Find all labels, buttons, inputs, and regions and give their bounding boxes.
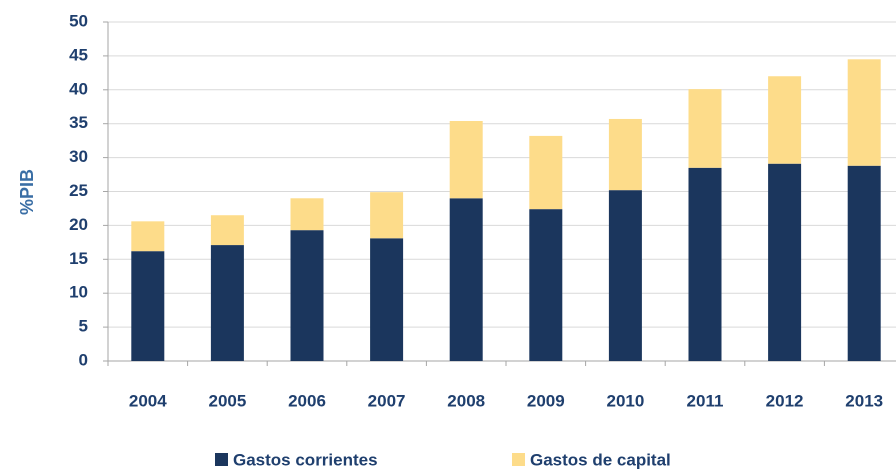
bar-segment [529,209,563,361]
y-tick-label: 0 [79,350,88,369]
y-tick-label: 50 [69,11,88,30]
y-tick-label: 35 [69,113,88,132]
x-tick-label: 2005 [208,391,246,410]
legend-swatch [215,453,228,466]
bar-segment [290,230,324,361]
legend-swatch [512,453,525,466]
legend-label: Gastos corrientes [233,450,378,469]
y-tick-label: 30 [69,147,88,166]
bar-segment [131,251,165,361]
bar-segment [449,198,483,361]
bar-segment [608,118,642,191]
x-tick-label: 2007 [368,391,406,410]
y-axis-label: %PIB [17,169,37,215]
y-tick-label: 5 [79,317,88,336]
bar-segment [449,120,483,199]
bar-segment [370,192,404,239]
x-tick-label: 2013 [845,391,883,410]
y-tick-label: 45 [69,45,88,64]
bar-segment [210,215,244,246]
x-tick-label: 2010 [606,391,644,410]
x-tick-label: 2006 [288,391,326,410]
y-tick-label: 10 [69,283,88,302]
bar-segment [847,59,881,166]
y-tick-label: 25 [69,181,88,200]
bar-segment [688,167,722,361]
bar-segment [768,76,802,164]
bar-segment [290,198,324,231]
bar-segment [847,165,881,361]
legend-label: Gastos de capital [530,450,671,469]
bar-segment [529,135,563,210]
x-tick-label: 2012 [766,391,804,410]
bar-segment [608,190,642,361]
bar-segment [370,238,404,361]
x-tick-label: 2011 [687,391,724,410]
bar-segment [131,221,165,252]
x-tick-label: 2004 [129,391,167,410]
x-tick-label: 2008 [447,391,485,410]
bar-segment [210,245,244,361]
y-tick-label: 15 [69,249,88,268]
bar-segment [768,163,802,361]
y-tick-label: 40 [69,79,88,98]
bar-segment [688,89,722,168]
y-tick-label: 20 [69,215,88,234]
x-tick-label: 2009 [527,391,565,410]
